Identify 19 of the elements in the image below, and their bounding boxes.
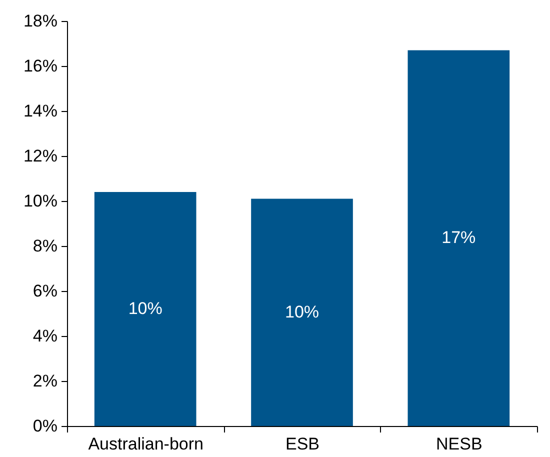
x-tick-label: Australian-born	[88, 434, 204, 454]
bar	[408, 50, 510, 426]
y-tick-label: 6%	[32, 282, 58, 300]
data-label: 17%	[442, 228, 476, 248]
y-tick-label: 18%	[23, 12, 58, 30]
bar	[94, 192, 196, 426]
data-label: 10%	[128, 299, 162, 318]
y-tick-label: 14%	[23, 102, 58, 120]
y-tick-label: 2%	[32, 372, 58, 390]
data-label: 10%	[284, 302, 320, 322]
y-tick-label: 4%	[32, 326, 58, 346]
y-tick-label: 16%	[23, 56, 58, 76]
y-tick-label: 8%	[32, 236, 58, 256]
y-tick-label: 10%	[23, 192, 58, 210]
x-tick-label: ESB	[285, 434, 320, 454]
y-tick-label: 12%	[23, 146, 58, 166]
x-tick-label: NESB	[436, 434, 482, 454]
y-tick-label: 0%	[32, 416, 58, 436]
bar	[251, 198, 353, 426]
